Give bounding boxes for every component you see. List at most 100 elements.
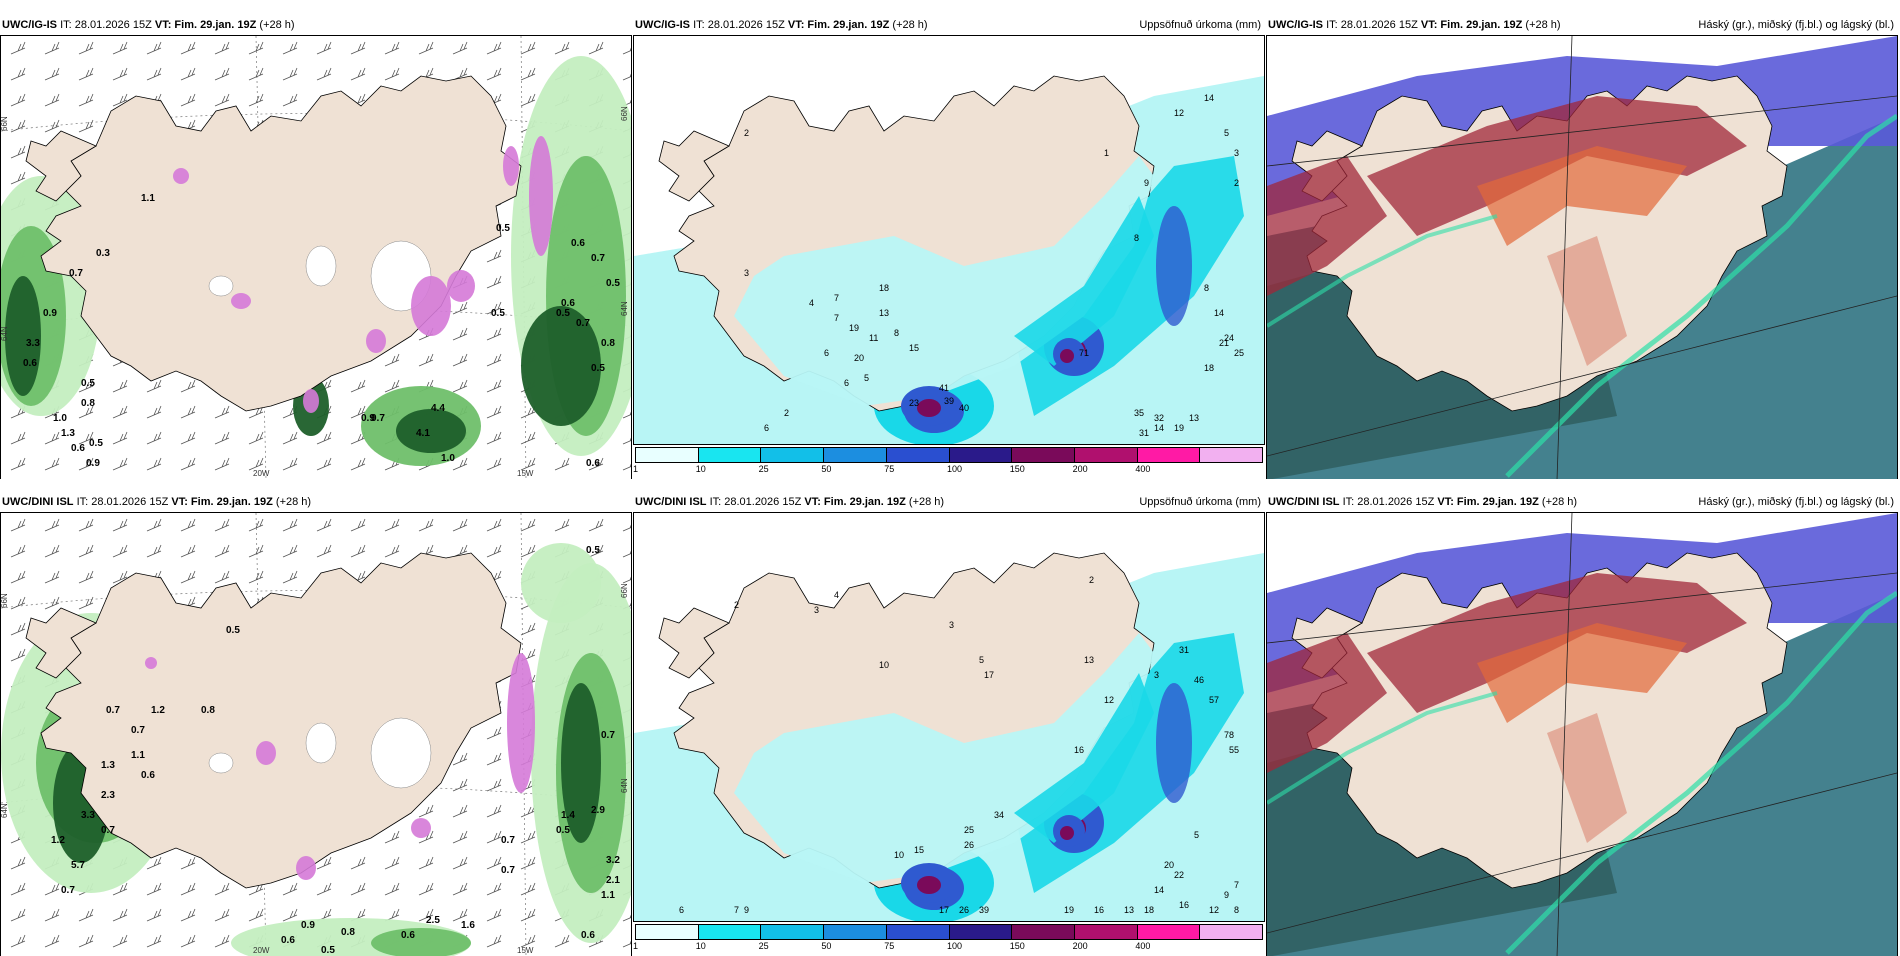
precip-value-label: 0.6 <box>401 930 415 941</box>
wind-barb <box>452 353 468 367</box>
accum-value-label: 40 <box>959 403 969 413</box>
precip-value-label: 1.4 <box>561 810 575 821</box>
wind-barb <box>520 457 536 471</box>
precip-value-label: 3.2 <box>606 855 620 866</box>
wind-barb <box>10 93 26 107</box>
map-cloud <box>1267 36 1897 479</box>
precip-value-label: 0.5 <box>321 945 335 956</box>
wind-barb <box>180 93 196 107</box>
precip-value-label: 0.6 <box>571 238 585 249</box>
wind-barb <box>214 882 230 896</box>
map-frame: 2 3 4 7 13 19 20 11 15 18 8 7 6 6 5 2 6 41 39 40 23 71 35 32 31 1… <box>633 35 1265 445</box>
accum-value-label: 9 <box>1144 178 1149 188</box>
accum-value-label: 31 <box>1179 645 1189 655</box>
wind-barb <box>78 596 94 610</box>
wind-barb <box>622 463 631 471</box>
precip-value-label: 0.8 <box>201 705 215 716</box>
wind-barb <box>486 301 502 315</box>
precip-value-label: 0.6 <box>281 935 295 946</box>
colorbar-segment <box>1012 448 1075 462</box>
wind-barb <box>384 544 400 558</box>
accum-value-label: 7 <box>834 293 839 303</box>
colorbar-segment <box>949 448 1013 462</box>
wind-barb <box>486 752 502 766</box>
wind-barb <box>78 405 94 419</box>
accum-value-label: 16 <box>1074 745 1084 755</box>
accum-value-label: 1 <box>1104 148 1109 158</box>
precip-value-label: 0.8 <box>601 338 615 349</box>
colorbar-segment <box>1137 925 1201 939</box>
wind-barb <box>452 457 468 471</box>
wind-barb <box>10 596 26 610</box>
accum-value-label: 13 <box>1189 413 1199 423</box>
precip-value-label: 0.7 <box>501 835 515 846</box>
colorbar-segment <box>824 925 887 939</box>
wind-barb <box>180 379 196 393</box>
wind-barb <box>452 804 468 818</box>
high-cloud <box>1267 96 1747 366</box>
accum-value-label: 5 <box>864 373 869 383</box>
accum-value-label: 32 <box>1154 413 1164 423</box>
wind-barb <box>10 934 26 948</box>
wind-barb <box>418 41 434 55</box>
accum-value-label: 2 <box>784 408 789 418</box>
accum-value-label: 16 <box>1094 905 1104 915</box>
wind-barb <box>384 67 400 81</box>
colorbar-tick-label: 200 <box>1072 941 1088 951</box>
map-precip: 20W 15W66N64N66N64N1.10.70.30.93.30.60.50… <box>1 36 631 479</box>
lat-label: 64N <box>620 301 629 316</box>
init-time: IT: 28.01.2026 15Z <box>76 496 172 508</box>
precip-value-label: 0.7 <box>501 865 515 876</box>
land-westfjords <box>25 130 97 202</box>
land-westfjords <box>658 607 730 679</box>
colorbar-ticks: 1 10 25 50 75 100 150 200 400 <box>633 464 1263 478</box>
wind-barb <box>282 882 298 896</box>
precip-blob <box>371 928 471 956</box>
accum-value-label: 5 <box>979 655 984 665</box>
accum-value-label: 26 <box>964 840 974 850</box>
init-time: IT: 28.01.2026 15Z <box>1326 19 1421 31</box>
accum-value-label: 9 <box>1224 890 1229 900</box>
accum-value-label: 78 <box>1224 730 1234 740</box>
wind-barb <box>10 145 26 159</box>
wind-barb <box>214 908 230 922</box>
accum-value-label: 14 <box>1204 93 1214 103</box>
colorbar-tick-label: 150 <box>1009 941 1025 951</box>
panel-dini-precip: UWC/DINI ISL IT: 28.01.2026 15Z VT: Fim.… <box>0 492 632 956</box>
colorbar-segment <box>636 925 699 939</box>
wind-barb <box>78 570 94 584</box>
precip-value-label: 2.5 <box>426 915 440 926</box>
precip-value-label: 0.7 <box>61 885 75 896</box>
accum-value-label: 41 <box>939 383 949 393</box>
wind-barb <box>180 518 196 532</box>
accum-value-label: 10 <box>879 660 889 670</box>
wind-barb <box>418 353 434 367</box>
valid-time: VT: Fim. 29.jan. 19Z <box>787 19 890 31</box>
wind-barb <box>554 457 570 471</box>
precip-value-label: 0.5 <box>556 825 570 836</box>
precip-blob <box>521 306 601 426</box>
wind-barb <box>520 934 536 948</box>
high-cloud <box>1267 573 1747 843</box>
colorbar-tick-label: 1 <box>633 464 639 474</box>
precip-value-label: 0.7 <box>101 825 115 836</box>
wind-barb <box>282 908 298 922</box>
lat-label: 66N <box>1 593 9 608</box>
wind-barb <box>520 622 536 636</box>
colorbar-segment <box>698 925 762 939</box>
accum-value-label: 2 <box>744 128 749 138</box>
glaciers <box>208 717 432 789</box>
wind-barb <box>588 518 604 532</box>
colorbar-tick-label: 1 <box>633 941 639 951</box>
wind-barb <box>214 934 230 948</box>
wind-barb <box>146 908 162 922</box>
wind-barb <box>10 119 26 133</box>
accum-value-label: 15 <box>909 343 919 353</box>
accum-value-label: 7 <box>1234 880 1239 890</box>
wind-barb <box>282 431 298 445</box>
wind-barb <box>350 67 366 81</box>
wind-barb <box>418 856 434 870</box>
colorbar <box>635 924 1263 940</box>
colorbar-segment <box>949 925 1013 939</box>
precip-value-label: 0.7 <box>106 705 120 716</box>
